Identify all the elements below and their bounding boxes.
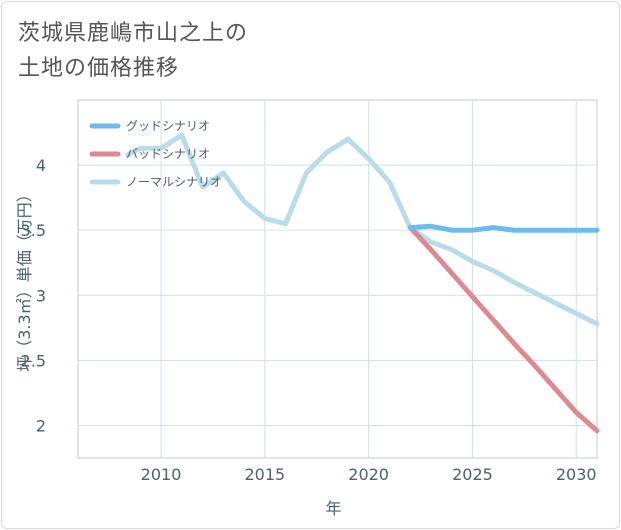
title-line-2: 土地の価格推移	[18, 56, 180, 81]
y-tick-label: 2	[36, 416, 46, 435]
x-tick-label: 2025	[452, 465, 493, 484]
series-line-2	[125, 132, 600, 327]
title-line-1: 茨城県鹿嶋市山之上の	[18, 21, 249, 46]
legend-label: バッドシナリオ	[126, 147, 210, 161]
x-tick-label: 2015	[244, 465, 285, 484]
x-tick-label: 2020	[348, 465, 389, 484]
x-axis-label: 年	[325, 499, 341, 518]
y-tick-label: 3.5	[21, 221, 46, 240]
x-tick-label: 2030	[556, 465, 597, 484]
plot-frame	[77, 99, 598, 459]
series-line-0	[407, 223, 600, 233]
x-tick-label: 2010	[141, 465, 182, 484]
chart-title: 茨城県鹿嶋市山之上の 土地の価格推移	[18, 16, 248, 86]
legend-label: ノーマルシナリオ	[126, 175, 222, 189]
y-tick-label: 3	[36, 286, 46, 305]
series-line-1	[407, 225, 600, 434]
y-tick-label: 2.5	[21, 351, 46, 370]
y-axis-label: 坪（3.3㎡）単価（万円）	[15, 186, 34, 371]
legend-label: グッドシナリオ	[126, 119, 210, 133]
y-tick-label: 4	[36, 156, 46, 175]
